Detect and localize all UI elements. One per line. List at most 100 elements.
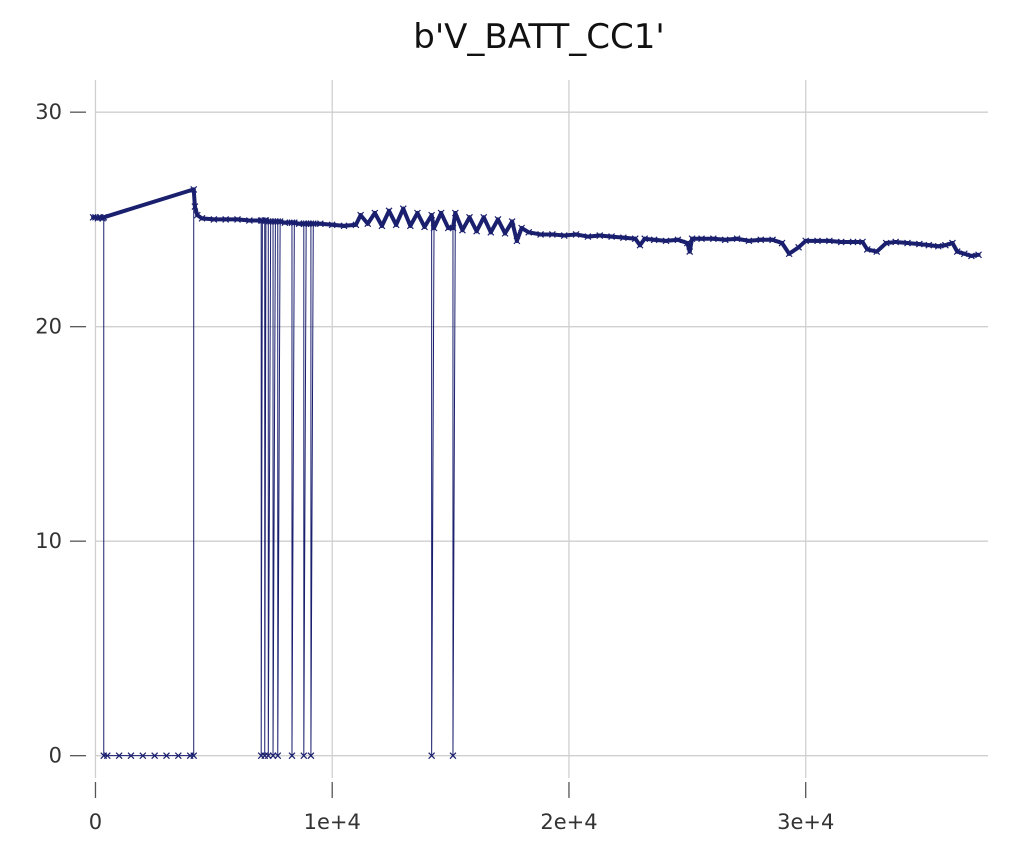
data-point-marker (686, 248, 694, 256)
x-tick-label-3: 3e+4 (777, 810, 834, 834)
data-point-marker (596, 232, 604, 239)
series-band-segment (432, 210, 444, 231)
data-point-marker (537, 231, 544, 238)
data-point-marker (139, 752, 147, 760)
data-point-marker (163, 752, 170, 760)
y-tick-label-0: 0 (49, 744, 62, 768)
data-point-marker (825, 237, 833, 245)
data-point-marker (385, 207, 393, 215)
series-band-segment (467, 215, 479, 234)
x-tick-label-2: 2e+4 (540, 810, 597, 834)
data-point-marker (430, 224, 438, 232)
chart-title: b'V_BATT_CC1' (413, 17, 665, 57)
data-point-marker (698, 235, 705, 243)
data-point-marker (953, 248, 961, 256)
data-point-marker (636, 241, 644, 249)
data-point-marker (802, 237, 810, 245)
data-point-marker (785, 250, 793, 258)
series-band-segment (514, 226, 524, 243)
data-point-marker (941, 241, 949, 249)
data-point-marker (428, 211, 436, 219)
data-point-marker (501, 229, 509, 237)
data-point-marker (849, 238, 857, 246)
data-point-marker (904, 239, 911, 247)
data-point-marker (340, 222, 348, 230)
series-band-segment (394, 206, 406, 227)
data-point-marker (352, 221, 360, 229)
data-point-marker (745, 237, 753, 245)
data-point-marker (641, 235, 649, 243)
y-tick-label-3: 30 (35, 100, 62, 124)
data-point-marker (859, 238, 866, 246)
data-point-marker (892, 238, 900, 246)
data-point-marker (392, 221, 400, 229)
data-point-marker (487, 228, 495, 236)
data-point-marker (837, 238, 845, 246)
series-band-segment (387, 208, 399, 227)
series-band-segment (488, 217, 500, 235)
data-point-marker (949, 239, 956, 247)
data-point-marker (222, 216, 230, 223)
data-point-marker (245, 217, 253, 224)
y-tick-label-2: 20 (35, 315, 62, 339)
data-point-marker (548, 231, 556, 238)
x-tick-label-1: 1e+4 (304, 810, 361, 834)
data-point-marker (975, 251, 982, 259)
series-band-segment (526, 230, 543, 237)
series-band-segment (191, 187, 197, 209)
data-point-marker (466, 213, 473, 221)
series-band-segment (101, 187, 196, 220)
data-point-marker (688, 235, 696, 243)
series-band-segment (401, 206, 413, 228)
data-point-marker (378, 222, 386, 230)
data-point-marker (480, 213, 488, 221)
series-band-segment (415, 210, 427, 229)
data-point-marker (721, 236, 729, 244)
data-point-marker (288, 752, 296, 760)
data-point-marker (300, 752, 308, 760)
data-point-marker (915, 240, 923, 248)
data-point-marker (288, 219, 296, 227)
data-point-marker (406, 222, 414, 230)
data-point-marker (882, 239, 890, 247)
data-point-marker (190, 752, 198, 760)
tick-layer: 0 10 20 30 0 1e+4 2e+4 3e+4 (35, 100, 834, 834)
data-point-marker (494, 216, 502, 223)
data-point-marker (437, 209, 445, 217)
data-point-marker (674, 236, 682, 244)
x-tick-label-0: 0 (89, 810, 102, 834)
data-point-marker (709, 235, 717, 243)
data-point-marker (274, 218, 282, 225)
data-point-marker (814, 237, 821, 245)
data-point-marker (193, 211, 201, 219)
data-point-marker (190, 185, 198, 193)
data-point-marker (428, 752, 436, 760)
data-point-marker (307, 752, 315, 760)
data-point-marker (560, 232, 568, 239)
series-band-segment (474, 215, 486, 234)
data-point-marker (619, 234, 627, 242)
data-point-marker (451, 209, 459, 217)
series-line-0 (92, 188, 980, 757)
y-tick-label-1: 10 (35, 529, 62, 553)
series-band-segment (481, 215, 493, 235)
series-band-segment (408, 210, 420, 228)
data-point-marker (873, 248, 881, 256)
data-point-marker (925, 241, 933, 249)
data-point-marker (662, 237, 670, 245)
series-layer (89, 185, 982, 760)
data-point-marker (115, 752, 123, 760)
data-point-marker (414, 209, 421, 217)
data-point-marker (572, 231, 580, 238)
series-band-segment (735, 236, 751, 243)
data-point-marker (508, 218, 516, 225)
data-point-marker (769, 236, 776, 244)
data-point-marker (316, 220, 324, 228)
series-band-segment (969, 252, 981, 258)
data-point-marker (757, 236, 765, 244)
data-point-marker (357, 211, 365, 219)
data-point-marker (364, 220, 372, 228)
data-point-marker (174, 752, 182, 760)
